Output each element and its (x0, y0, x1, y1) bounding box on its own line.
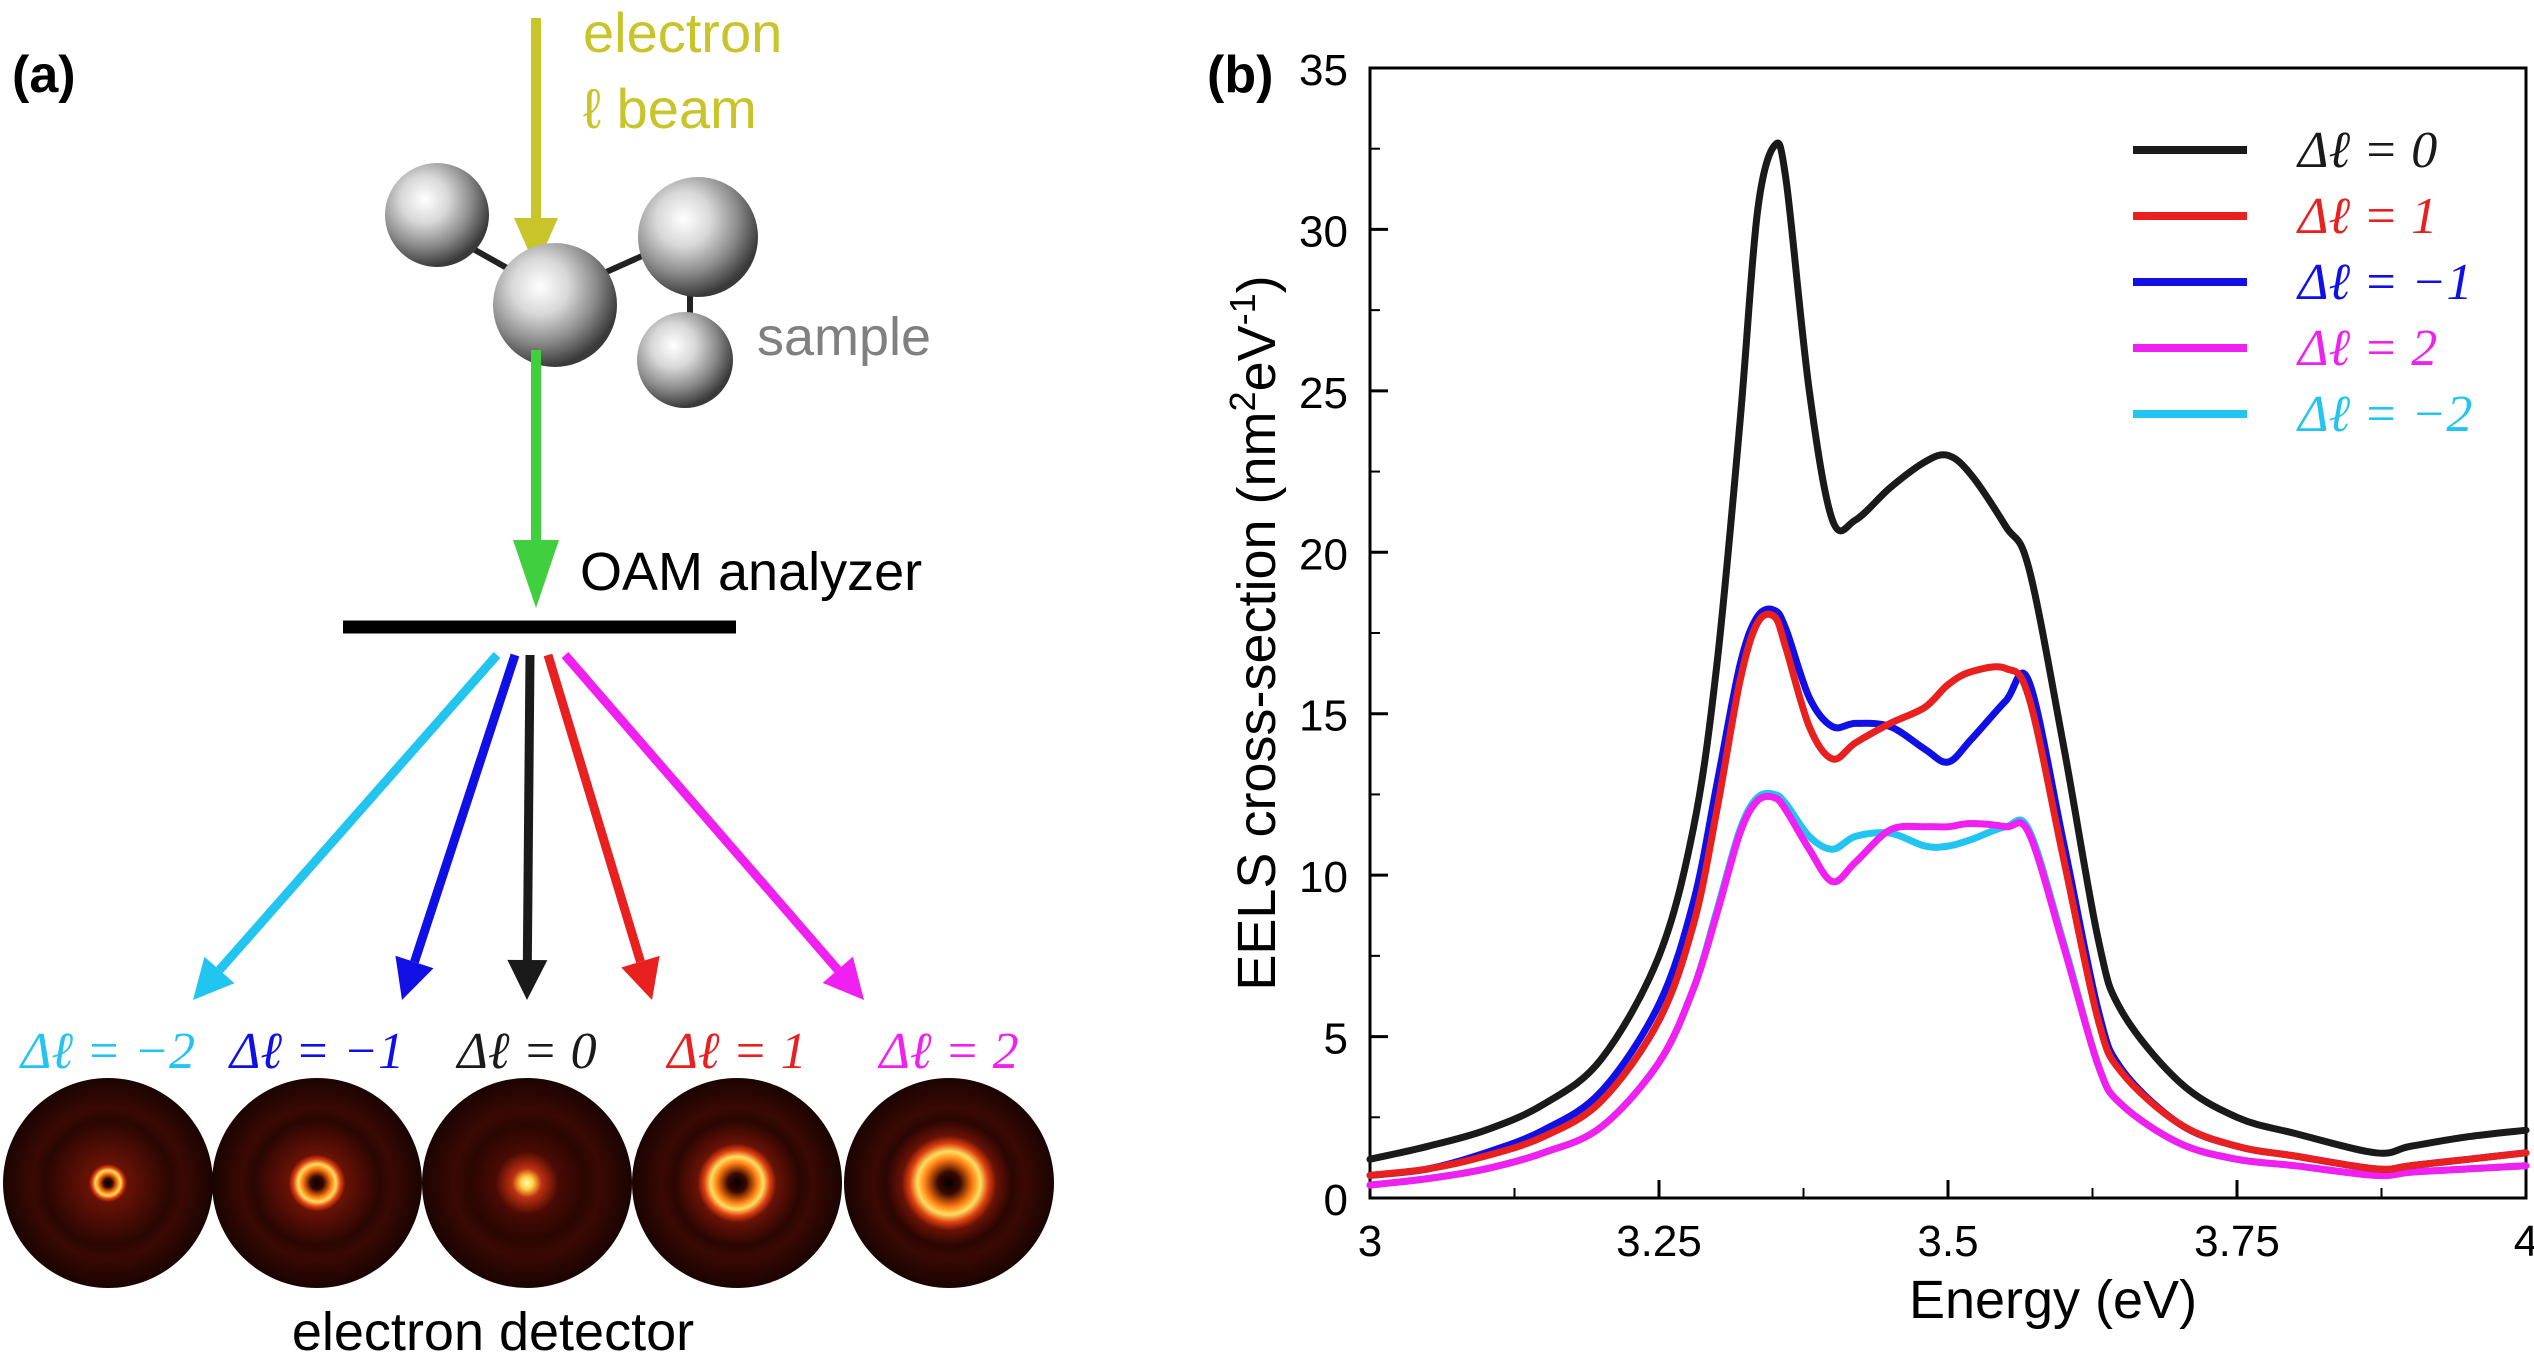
channel-arrow (395, 653, 520, 1000)
y-tick-label: 0 (1324, 1176, 1348, 1225)
detector-spot (212, 1078, 422, 1288)
y-axis: 0 5 10 15 20 25 30 35 (1299, 46, 1388, 1225)
sample-molecule (385, 163, 758, 408)
sample-atom (493, 243, 617, 367)
sample-atom (638, 177, 758, 297)
legend-entry: Δℓ = 1 (2133, 188, 2437, 245)
legend-entry: Δℓ = −2 (2133, 386, 2472, 443)
detector-spot (422, 1078, 632, 1288)
channel-label: Δℓ = −1 (228, 1023, 404, 1080)
x-tick-label: 3.75 (2194, 1217, 2280, 1266)
y-tick-label: 35 (1299, 46, 1348, 95)
detector-spot (3, 1078, 213, 1288)
channel-label: Δℓ = 2 (877, 1023, 1018, 1080)
analyzer-label: OAM analyzer (580, 542, 922, 602)
y-tick-label: 10 (1299, 853, 1348, 902)
legend: Δℓ = 0 Δℓ = 1 Δℓ = −1 Δℓ = 2 Δℓ = −2 (2133, 122, 2472, 443)
channel-arrow (507, 654, 548, 1000)
series-line (1366, 792, 2530, 1189)
channel-label: Δℓ = 0 (455, 1023, 596, 1080)
channel-label: Δℓ = −2 (19, 1023, 195, 1080)
channel-labels: Δℓ = −2 Δℓ = −1 Δℓ = 0 Δℓ = 1 Δℓ = 2 (19, 1023, 1019, 1080)
panel-a-label: (a) (12, 46, 76, 104)
legend-label: Δℓ = −2 (2296, 386, 2472, 443)
channel-arrow (561, 652, 864, 1000)
incoming-beam-arrow (514, 18, 558, 268)
sample-atom (637, 312, 733, 408)
detector-spots (3, 1078, 1054, 1288)
series-line (1366, 605, 2530, 1179)
legend-label: Δℓ = −1 (2296, 254, 2472, 311)
sample-label: sample (757, 307, 931, 367)
sample-atom (385, 163, 489, 267)
legend-entry: Δℓ = −1 (2133, 254, 2472, 311)
legend-entry: Δℓ = 0 (2133, 122, 2437, 179)
beam-label-line1: electron (583, 1, 782, 64)
detector-spot (632, 1078, 842, 1288)
outgoing-beam-arrow (513, 350, 559, 608)
beam-label-line2: ℓ beam (583, 77, 757, 140)
x-axis: 3 3.25 3.5 3.75 4 (1358, 1180, 2534, 1266)
channel-arrow (193, 652, 501, 1000)
legend-entry: Δℓ = 2 (2133, 320, 2437, 377)
y-tick-label: 30 (1299, 207, 1348, 256)
series-line (1366, 139, 2530, 1163)
detector-label: electron detector (292, 1302, 694, 1362)
panel-b-label: (b) (1207, 46, 1273, 104)
y-tick-label: 20 (1299, 530, 1348, 579)
x-tick-label: 3.5 (1917, 1217, 1978, 1266)
series-line (1366, 610, 2530, 1179)
legend-label: Δℓ = 0 (2296, 122, 2437, 179)
channel-arrow (543, 653, 660, 1000)
x-axis-label: Energy (eV) (1909, 1270, 2197, 1330)
y-tick-label: 15 (1299, 692, 1348, 741)
y-tick-label: 5 (1324, 1015, 1348, 1064)
panel-a-schematic: (a) electron ℓ beam sample OAM analyzer (3, 1, 1054, 1362)
x-tick-label: 4 (2514, 1217, 2534, 1266)
channel-arrows (193, 652, 864, 1000)
series-lines (1366, 139, 2530, 1189)
x-tick-label: 3 (1358, 1217, 1382, 1266)
y-axis-label: EELS cross-section (nm2eV-1) (1222, 275, 1287, 990)
legend-label: Δℓ = 2 (2296, 320, 2437, 377)
y-tick-label: 25 (1299, 369, 1348, 418)
channel-label: Δℓ = 1 (665, 1023, 806, 1080)
x-tick-label: 3.25 (1616, 1217, 1702, 1266)
detector-spot (844, 1078, 1054, 1288)
legend-label: Δℓ = 1 (2296, 188, 2437, 245)
